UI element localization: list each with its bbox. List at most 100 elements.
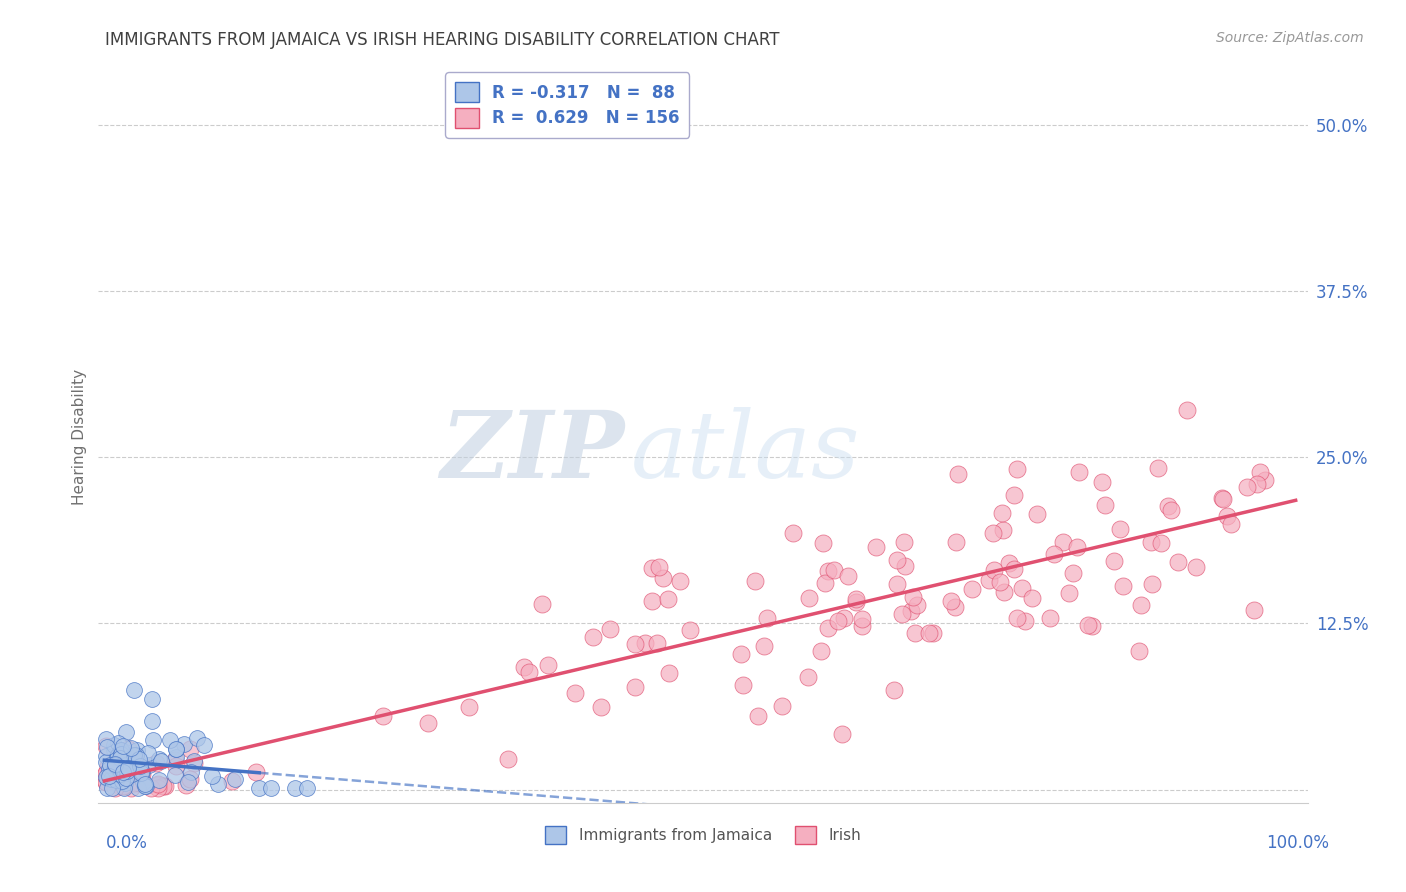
Text: atlas: atlas <box>630 407 860 497</box>
Point <box>148 781 170 796</box>
Point <box>131 764 153 779</box>
Point <box>921 626 943 640</box>
Point <box>744 574 766 589</box>
Point <box>97 769 120 783</box>
Point <box>96 766 118 780</box>
Point <box>814 576 837 591</box>
Point <box>668 574 690 588</box>
Point <box>114 776 136 790</box>
Point <box>1157 499 1180 513</box>
Point <box>94 756 117 770</box>
Point <box>904 626 927 640</box>
Point <box>117 752 139 766</box>
Point <box>101 763 124 777</box>
Point <box>129 770 152 784</box>
Point <box>747 709 769 723</box>
Point <box>186 731 208 745</box>
Point <box>1014 615 1036 629</box>
Point <box>165 742 187 756</box>
Point <box>845 594 868 608</box>
Point <box>1091 475 1114 489</box>
Point <box>179 742 201 756</box>
Point <box>817 564 839 578</box>
Point <box>1080 619 1102 633</box>
Point <box>138 758 160 772</box>
Point <box>730 647 752 661</box>
Point <box>129 766 152 780</box>
Point <box>901 590 924 604</box>
Point <box>200 769 222 783</box>
Point <box>111 774 134 789</box>
Text: Source: ZipAtlas.com: Source: ZipAtlas.com <box>1216 31 1364 45</box>
Point <box>845 592 868 607</box>
Point <box>148 773 170 788</box>
Point <box>121 767 143 781</box>
Point <box>652 571 675 585</box>
Point <box>120 740 142 755</box>
Point <box>998 557 1021 571</box>
Point <box>148 777 170 791</box>
Point <box>582 630 605 644</box>
Point <box>883 683 905 698</box>
Point <box>1112 579 1135 593</box>
Text: IMMIGRANTS FROM JAMAICA VS IRISH HEARING DISABILITY CORRELATION CHART: IMMIGRANTS FROM JAMAICA VS IRISH HEARING… <box>105 31 780 49</box>
Point <box>893 559 915 574</box>
Point <box>1211 491 1233 505</box>
Point <box>1094 499 1116 513</box>
Point <box>993 585 1015 599</box>
Point <box>207 777 229 791</box>
Point <box>104 772 127 787</box>
Point <box>96 739 118 754</box>
Point <box>537 658 560 673</box>
Point <box>1077 618 1099 632</box>
Point <box>1052 535 1074 549</box>
Point <box>111 754 134 768</box>
Point <box>104 781 127 796</box>
Point <box>141 692 163 706</box>
Point <box>115 764 138 779</box>
Point <box>111 779 134 793</box>
Point <box>165 750 187 764</box>
Point <box>111 764 134 779</box>
Point <box>122 682 145 697</box>
Point <box>152 779 174 793</box>
Point <box>94 774 117 789</box>
Point <box>1147 460 1170 475</box>
Point <box>159 733 181 747</box>
Point <box>983 563 1005 577</box>
Point <box>183 754 205 768</box>
Point <box>1102 554 1125 568</box>
Point <box>1005 462 1028 476</box>
Point <box>96 772 118 786</box>
Point <box>960 582 983 596</box>
Point <box>96 781 118 796</box>
Point <box>657 591 679 606</box>
Point <box>117 760 139 774</box>
Point <box>183 756 205 770</box>
Point <box>134 777 156 791</box>
Point <box>124 748 146 763</box>
Point <box>531 597 554 611</box>
Point <box>893 535 915 549</box>
Point <box>97 762 120 776</box>
Point <box>900 603 922 617</box>
Point <box>517 665 540 680</box>
Point <box>1216 509 1239 524</box>
Point <box>193 738 215 752</box>
Point <box>837 569 859 583</box>
Point <box>658 665 681 680</box>
Point <box>165 741 187 756</box>
Point <box>127 743 149 757</box>
Point <box>128 776 150 790</box>
Point <box>110 775 132 789</box>
Point <box>166 759 188 773</box>
Point <box>782 525 804 540</box>
Point <box>1220 516 1243 531</box>
Point <box>1002 488 1025 502</box>
Point <box>110 747 132 761</box>
Point <box>245 764 267 779</box>
Point <box>564 686 586 700</box>
Point <box>295 781 318 796</box>
Point <box>1130 598 1153 612</box>
Point <box>112 765 135 780</box>
